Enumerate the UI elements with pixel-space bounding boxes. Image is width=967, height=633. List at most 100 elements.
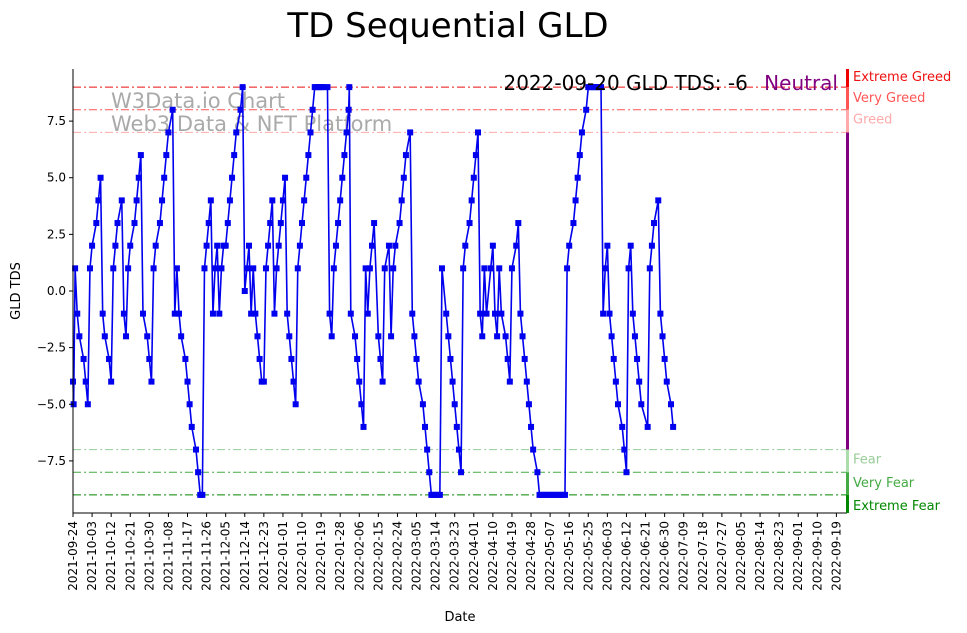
data-point-34	[152, 242, 159, 249]
data-point-249	[657, 310, 664, 317]
x-tick-label-3: 2021-10-21	[123, 521, 137, 591]
data-point-148	[415, 378, 422, 385]
data-point-127	[362, 265, 369, 272]
x-axis-label: Date	[444, 610, 475, 625]
data-point-193	[523, 378, 530, 385]
data-point-235	[621, 446, 628, 453]
data-point-5	[80, 355, 87, 362]
x-tick-label-32: 2022-07-09	[677, 521, 691, 591]
color-bar-segment-6	[846, 494, 849, 513]
data-point-114	[335, 220, 342, 227]
y-tick-label-0: −7.5	[37, 454, 66, 468]
y-ticks: −7.5 −5.0 −2.5 0.0 2.5 5.0 7.5	[37, 114, 73, 468]
data-point-186	[506, 378, 513, 385]
data-point-1	[70, 401, 77, 408]
data-point-78	[256, 355, 263, 362]
data-point-44	[178, 333, 185, 340]
data-point-179	[489, 242, 496, 249]
x-tick-label-18: 2022-03-05	[410, 521, 424, 591]
x-tick-label-8: 2021-12-05	[219, 521, 233, 591]
data-point-25	[131, 220, 138, 227]
x-tick-label-20: 2022-03-23	[448, 521, 462, 591]
data-point-72	[243, 265, 250, 272]
data-point-195	[528, 423, 535, 430]
data-point-103	[309, 106, 316, 113]
data-point-83	[267, 220, 274, 227]
data-point-7	[84, 401, 91, 408]
data-point-119	[345, 106, 352, 113]
data-point-194	[525, 401, 532, 408]
data-point-168	[462, 242, 469, 249]
data-point-9	[89, 242, 96, 249]
x-tick-label-10: 2021-12-23	[257, 521, 271, 591]
data-point-140	[396, 220, 403, 227]
data-point-253	[667, 401, 674, 408]
x-tick-label-23: 2022-04-19	[505, 521, 519, 591]
x-tick-label-24: 2022-04-28	[524, 521, 538, 591]
data-point-191	[519, 333, 526, 340]
data-point-67	[231, 152, 238, 159]
x-tick-label-0: 2021-09-24	[66, 521, 80, 591]
data-point-38	[163, 152, 170, 159]
data-point-151	[424, 446, 431, 453]
data-point-225	[598, 84, 605, 91]
data-point-251	[661, 355, 668, 362]
data-point-42	[173, 265, 180, 272]
sentiment-label-4: Very Fear	[853, 476, 915, 491]
data-point-214	[572, 197, 579, 204]
x-tick-label-22: 2022-04-10	[486, 521, 500, 591]
x-tick-label-30: 2022-06-21	[639, 521, 653, 591]
x-tick-label-29: 2022-06-12	[619, 521, 633, 591]
x-tick-label-9: 2021-12-14	[238, 521, 252, 591]
data-point-149	[419, 401, 426, 408]
data-point-139	[392, 242, 399, 249]
y-tick-label-4: 2.5	[47, 227, 66, 241]
data-point-197	[534, 469, 541, 476]
y-tick-label-2: −2.5	[37, 341, 66, 355]
data-point-108	[320, 84, 327, 91]
data-point-20	[118, 197, 125, 204]
data-point-53	[201, 265, 208, 272]
data-point-6	[82, 378, 89, 385]
data-point-181	[494, 333, 501, 340]
data-point-88	[277, 220, 284, 227]
data-point-165	[455, 446, 462, 453]
data-point-2	[72, 265, 79, 272]
data-point-190	[517, 310, 524, 317]
data-point-184	[502, 333, 509, 340]
data-point-56	[207, 197, 214, 204]
data-point-120	[346, 84, 353, 91]
data-point-76	[252, 310, 259, 317]
data-point-173	[475, 129, 482, 136]
data-point-93	[288, 355, 295, 362]
reference-lines	[73, 86, 847, 496]
data-point-237	[625, 265, 632, 272]
data-point-150	[422, 423, 429, 430]
data-point-47	[186, 401, 193, 408]
data-point-69	[237, 106, 244, 113]
data-point-122	[352, 333, 359, 340]
data-point-123	[354, 355, 361, 362]
data-point-65	[226, 197, 233, 204]
data-point-27	[135, 174, 142, 181]
data-point-85	[271, 310, 278, 317]
data-point-14	[101, 333, 108, 340]
series-line-0	[72, 86, 674, 496]
data-point-110	[326, 310, 333, 317]
data-point-10	[93, 220, 100, 227]
data-point-23	[125, 265, 132, 272]
x-ticks: 2021-09-24 2021-10-03 2021-10-12 2021-10-21…	[66, 513, 843, 591]
data-point-234	[619, 423, 626, 430]
x-tick-label-21: 2022-04-01	[467, 521, 481, 591]
data-point-73	[246, 242, 253, 249]
data-point-182	[496, 265, 503, 272]
data-point-71	[241, 288, 248, 294]
data-point-172	[472, 152, 479, 159]
data-point-70	[239, 84, 246, 91]
data-point-132	[375, 333, 382, 340]
x-tick-label-33: 2022-07-18	[696, 521, 710, 591]
data-point-109	[324, 84, 331, 91]
data-point-254	[670, 423, 677, 430]
x-tick-label-12: 2022-01-10	[295, 521, 309, 591]
data-point-89	[279, 197, 286, 204]
